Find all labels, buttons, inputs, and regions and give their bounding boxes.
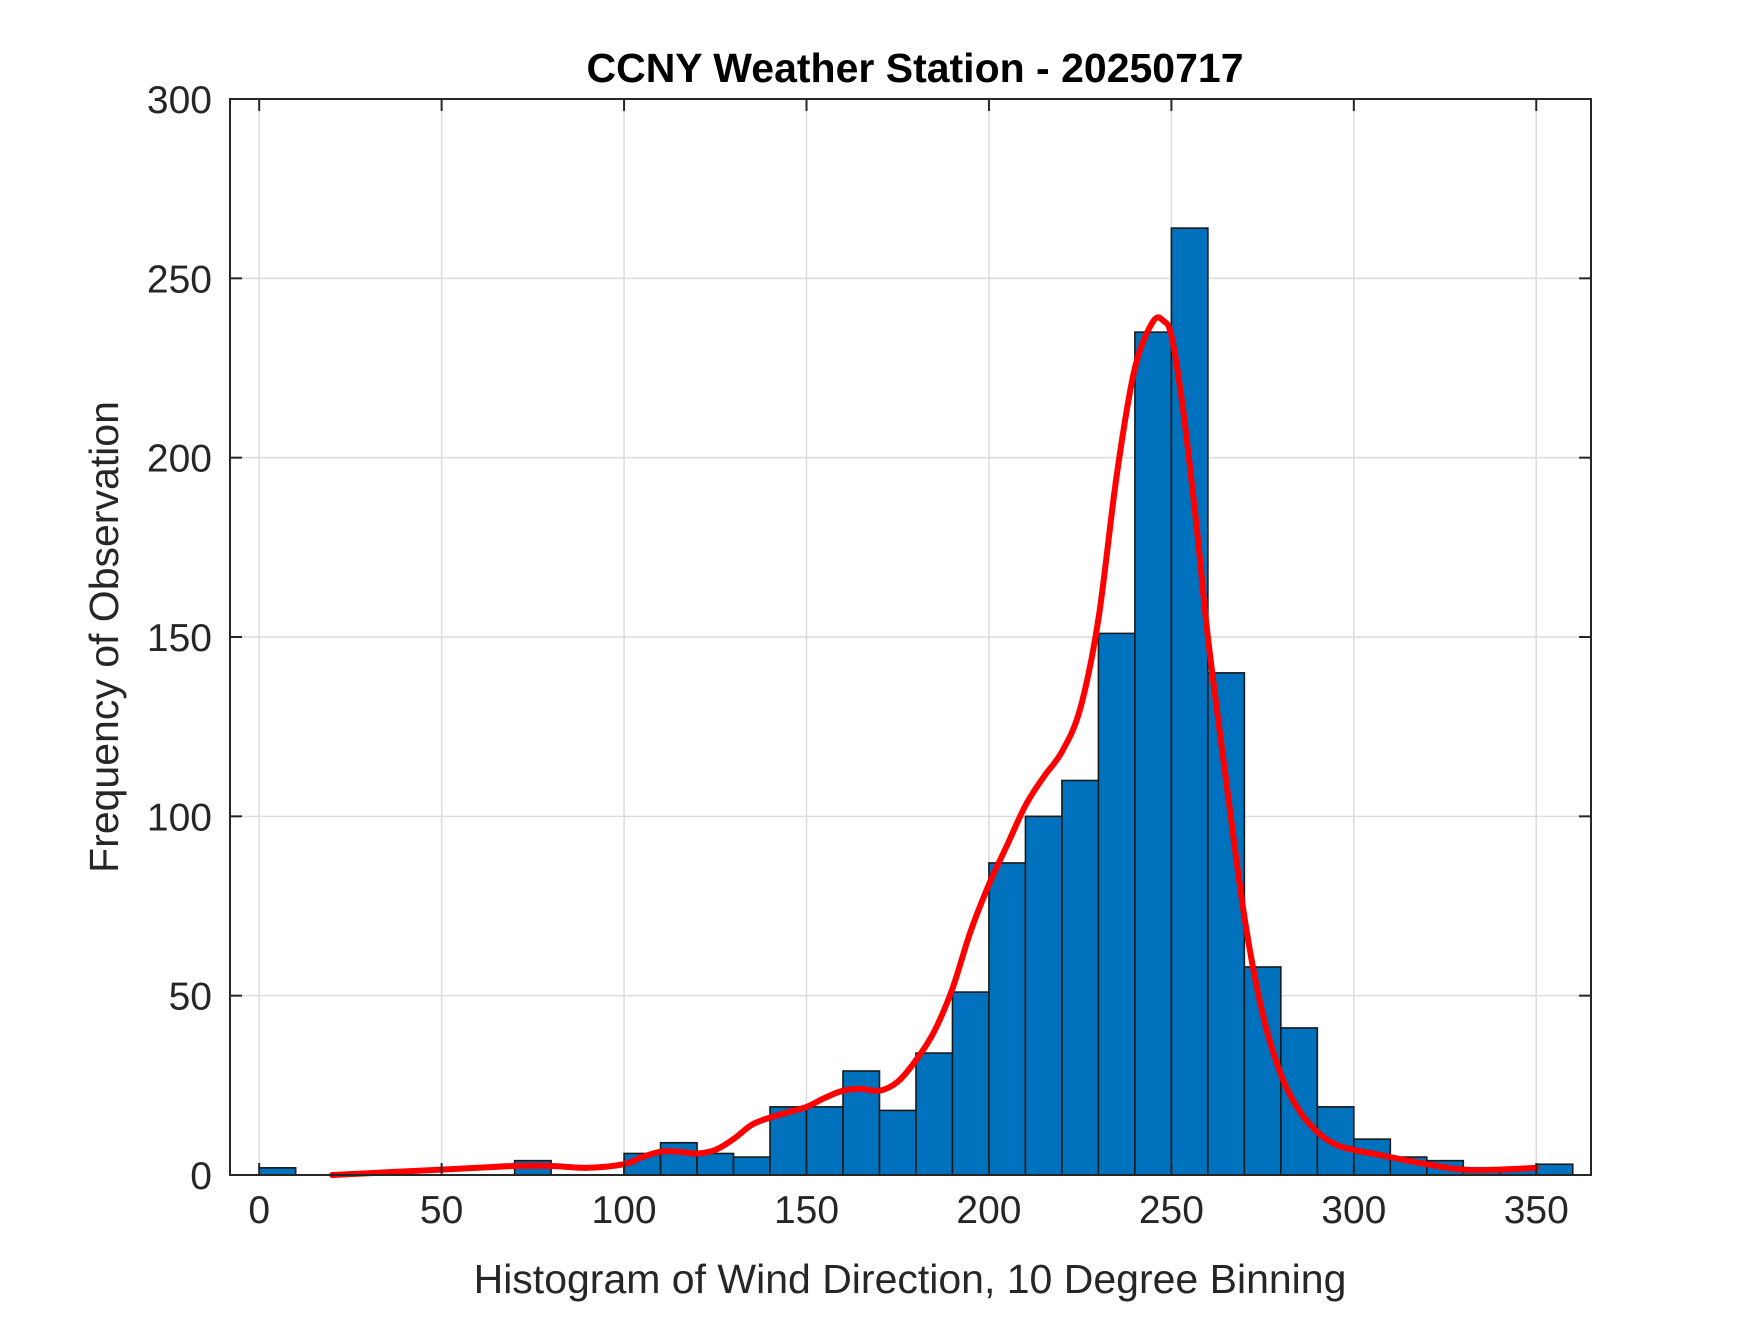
histogram-bar: [988, 862, 1027, 1176]
y-axis-label: Frequency of Observation: [81, 401, 127, 873]
histogram-bar: [659, 1141, 698, 1176]
histogram-bar: [732, 1156, 771, 1176]
y-tick-label: 100: [147, 796, 212, 839]
histogram-bar: [1316, 1106, 1355, 1176]
x-tick-label: 50: [420, 1189, 463, 1232]
x-tick-label: 150: [774, 1189, 839, 1232]
y-tick-label: 50: [169, 976, 212, 1019]
histogram-bar: [1170, 227, 1209, 1176]
x-tick-label: 100: [592, 1189, 657, 1232]
histogram-bar: [805, 1106, 844, 1176]
y-tick-label: 300: [147, 79, 212, 122]
histogram-bar: [1134, 331, 1173, 1176]
histogram-bar: [1243, 966, 1282, 1176]
x-axis-label: Histogram of Wind Direction, 10 Degree B…: [474, 1256, 1347, 1302]
histogram-bar: [1207, 672, 1246, 1176]
histogram-bar: [696, 1152, 735, 1176]
fit-curve-line: [329, 314, 1540, 1178]
histogram-bar: [258, 1167, 297, 1176]
histogram-bar: [1280, 1027, 1319, 1176]
x-tick-label: 0: [248, 1189, 270, 1232]
histogram-bar: [1097, 632, 1136, 1176]
chart-title: CCNY Weather Station - 20250717: [586, 45, 1243, 91]
x-tick-label: 250: [1139, 1189, 1204, 1232]
histogram-bar: [1061, 779, 1100, 1176]
y-tick-label: 0: [190, 1155, 212, 1198]
x-tick-label: 300: [1321, 1189, 1386, 1232]
histogram-bar: [915, 1052, 954, 1176]
y-tick-label: 150: [147, 617, 212, 660]
y-tick-label: 200: [147, 438, 212, 481]
histogram-bar: [951, 991, 990, 1176]
histogram-bar: [878, 1109, 917, 1176]
histogram-bar: [1535, 1163, 1574, 1176]
x-tick-label: 350: [1504, 1189, 1569, 1232]
histogram-bar: [1024, 815, 1063, 1176]
y-tick-label: 250: [147, 258, 212, 301]
x-tick-label: 200: [956, 1189, 1021, 1232]
